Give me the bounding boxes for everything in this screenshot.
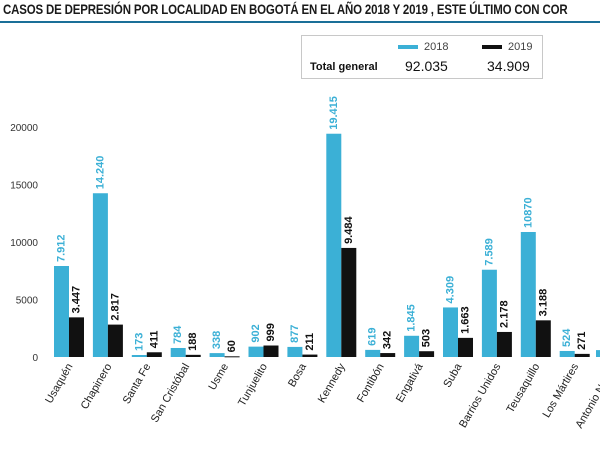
data-label-2019: 60 <box>226 340 238 352</box>
category-label: Engativá <box>394 361 426 405</box>
data-label-2019: 3.188 <box>537 289 549 317</box>
category-label: Usaquén <box>43 362 75 406</box>
bar-2018 <box>404 335 420 357</box>
category-label: San Cristóbal <box>149 362 192 425</box>
data-label-2019: 2.178 <box>498 300 510 328</box>
y-tick-label: 20000 <box>10 123 38 134</box>
data-label-2018: 902 <box>250 324 262 342</box>
legend-label-2018: 2018 <box>424 41 448 53</box>
category-label: Usme <box>206 362 231 393</box>
data-label-2019: 3.447 <box>71 286 83 314</box>
y-axis: 0 5000 10000 15000 20000 <box>10 123 38 364</box>
bar-2018 <box>92 193 108 357</box>
data-label-2018: 1.845 <box>406 304 418 332</box>
category-label: Tunjuelito <box>236 362 270 409</box>
data-label-2018: 784 <box>172 325 184 344</box>
category-label: Chapinero <box>79 362 115 412</box>
data-label-2019: 342 <box>382 331 394 349</box>
bar-2019 <box>535 320 551 357</box>
legend-label-2019: 2019 <box>508 41 532 53</box>
bar-2019 <box>224 356 240 358</box>
bar-2019 <box>341 247 357 357</box>
category-label: Bosa <box>286 361 309 389</box>
legend-swatch-2018 <box>398 45 418 49</box>
data-label-2019: 411 <box>148 331 160 349</box>
bar-2018 <box>287 346 303 357</box>
total-value-2019: 34.909 <box>487 58 530 74</box>
bar-2018 <box>481 269 497 357</box>
bar-2018 <box>520 231 536 357</box>
data-label-2019: 2.817 <box>109 293 121 321</box>
data-label-2018: 19.415 <box>328 96 340 130</box>
legend-swatch-2019 <box>482 45 502 49</box>
chart-title: CASOS DE DEPRESIÓN POR LOCALIDAD EN BOGO… <box>3 1 568 17</box>
bar-2018 <box>131 355 147 357</box>
category-label: Fontibón <box>355 362 387 405</box>
bar-2019 <box>458 337 473 357</box>
data-label-2018: 338 <box>211 331 223 349</box>
bar-2019 <box>496 331 512 357</box>
bar-2018 <box>365 349 381 357</box>
data-label-2019: 1.663 <box>460 306 472 334</box>
bar-2019 <box>146 352 162 357</box>
category-label: Barrios Unidos <box>457 361 504 430</box>
bar-2019 <box>107 324 123 357</box>
bar-2018 <box>443 307 458 357</box>
data-label-2018: 619 <box>367 328 379 346</box>
bar-2018 <box>209 353 225 357</box>
data-label-2018: 524 <box>561 328 573 347</box>
title-underline <box>0 21 600 23</box>
data-label-2018: 10870 <box>522 197 534 228</box>
bar-2019 <box>69 317 84 357</box>
bar-2019 <box>263 345 279 357</box>
category-label: Los Mártires <box>541 361 582 420</box>
data-labels: 7.912 14.240 173 784 338 902 877 19.415 619 1.845… <box>56 96 589 352</box>
bar-2018 <box>248 346 264 357</box>
bar-2018 <box>559 350 575 357</box>
bar-2019 <box>380 353 396 357</box>
y-tick-label: 0 <box>32 353 38 364</box>
bar-2018 <box>326 133 342 357</box>
category-label: Suba <box>441 361 465 390</box>
legend-totals-box <box>301 35 543 79</box>
data-label-2018: 7.589 <box>483 238 495 266</box>
y-tick-label: 5000 <box>16 296 39 307</box>
bar-2019 <box>185 354 201 357</box>
category-label: Santa Fe <box>121 362 154 407</box>
bar-2018 <box>170 347 186 357</box>
data-label-2018: 7.912 <box>56 234 68 262</box>
totals-label: Total general <box>310 61 378 73</box>
y-tick-label: 15000 <box>10 181 38 192</box>
bar-2018 <box>54 266 69 357</box>
bar-2019 <box>302 354 318 357</box>
bar-2019 <box>574 353 590 357</box>
data-label-2018: 14.240 <box>94 156 106 190</box>
data-label-2019: 503 <box>421 329 433 347</box>
bar-2019 <box>419 351 435 357</box>
bar-2018-truncated <box>596 350 600 357</box>
data-label-2019: 188 <box>187 332 199 350</box>
data-label-2018: 877 <box>289 325 301 343</box>
data-label-2019: 211 <box>304 333 316 351</box>
legend: 2018 2019 Total general 92.035 34.909 <box>310 41 532 74</box>
bars <box>54 133 600 358</box>
y-tick-label: 10000 <box>10 238 38 249</box>
category-label: Kennedy <box>316 361 348 405</box>
data-label-2019: 271 <box>576 332 588 350</box>
category-label: Teusaquillo <box>504 362 542 416</box>
data-label-2018: 173 <box>133 333 145 351</box>
data-label-2019: 9.484 <box>343 216 355 244</box>
data-label-2018: 4.309 <box>445 276 457 304</box>
total-value-2018: 92.035 <box>405 58 448 74</box>
data-label-2019: 999 <box>265 323 277 341</box>
